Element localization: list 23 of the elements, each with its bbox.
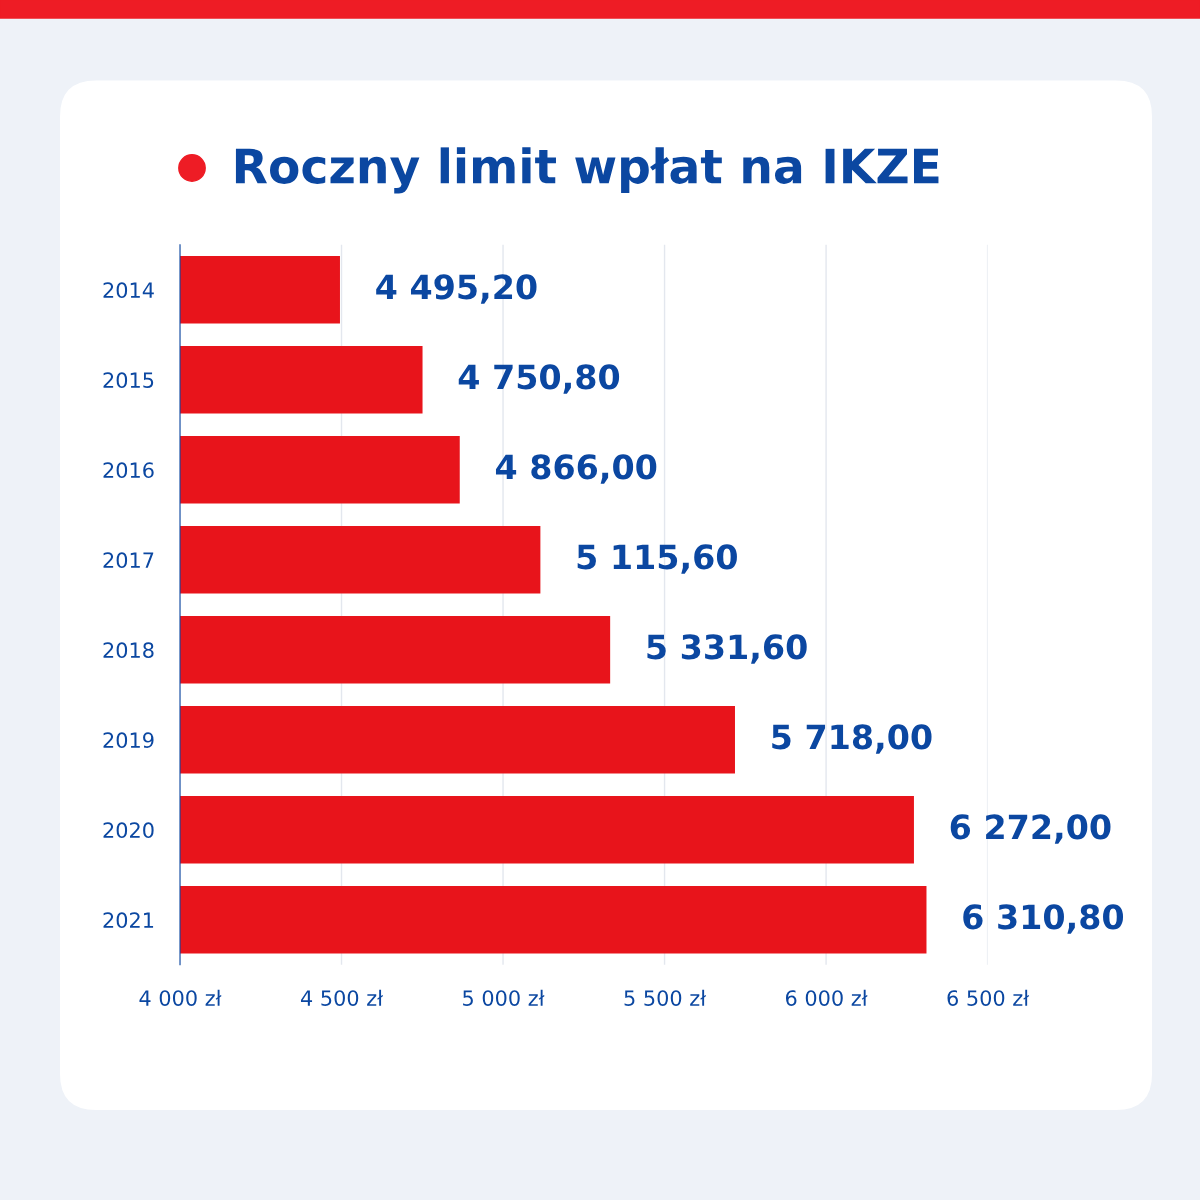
x-tick-label: 6 000 zł	[785, 989, 868, 1006]
chart-title: Roczny limit wpłat na IKZE	[235, 147, 939, 194]
x-tick-label: 4 000 zł	[139, 989, 222, 1006]
x-tick-label: 6 500 zł	[947, 989, 1030, 1006]
y-tick-label: 2014	[103, 282, 154, 299]
data-label: 4 495,20	[376, 274, 537, 304]
x-tick-label: 4 500 zł	[300, 989, 384, 1006]
x-tick-label: 5 000 zł	[463, 989, 545, 1006]
y-tick-label: 2019	[103, 732, 154, 749]
data-label: 6 272,00	[950, 814, 1111, 844]
data-label: 6 310,80	[963, 904, 1124, 934]
y-tick-label: 2020	[103, 822, 154, 839]
y-tick-label: 2018	[103, 642, 154, 659]
data-label: 5 331,60	[647, 634, 807, 664]
y-tick-label: 2016	[103, 462, 154, 479]
data-label: 4 750,80	[458, 364, 620, 394]
data-label: 5 115,60	[577, 544, 737, 574]
x-tick-label: 5 500 zł	[624, 989, 707, 1006]
data-label: 4 866,00	[495, 454, 657, 484]
data-label: 5 718,00	[772, 724, 932, 754]
y-tick-label: 2021	[103, 912, 154, 929]
y-tick-label: 2017	[103, 552, 154, 569]
y-tick-label: 2015	[103, 372, 154, 389]
